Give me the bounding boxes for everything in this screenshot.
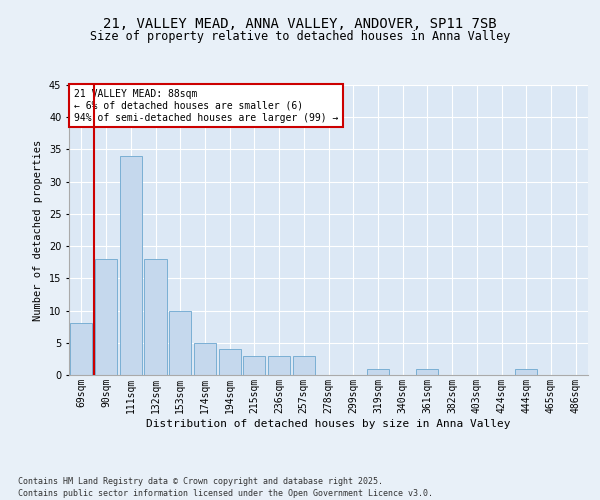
Bar bbox=[367, 368, 389, 375]
X-axis label: Distribution of detached houses by size in Anna Valley: Distribution of detached houses by size … bbox=[146, 418, 511, 428]
Text: 21, VALLEY MEAD, ANNA VALLEY, ANDOVER, SP11 7SB: 21, VALLEY MEAD, ANNA VALLEY, ANDOVER, S… bbox=[103, 18, 497, 32]
Bar bbox=[293, 356, 315, 375]
Bar bbox=[145, 259, 167, 375]
Bar bbox=[194, 343, 216, 375]
Bar bbox=[70, 324, 92, 375]
Y-axis label: Number of detached properties: Number of detached properties bbox=[34, 140, 43, 320]
Text: Contains HM Land Registry data © Crown copyright and database right 2025.
Contai: Contains HM Land Registry data © Crown c… bbox=[18, 476, 433, 498]
Bar bbox=[119, 156, 142, 375]
Bar bbox=[95, 259, 117, 375]
Bar bbox=[218, 349, 241, 375]
Bar bbox=[416, 368, 439, 375]
Bar bbox=[515, 368, 538, 375]
Text: 21 VALLEY MEAD: 88sqm
← 6% of detached houses are smaller (6)
94% of semi-detach: 21 VALLEY MEAD: 88sqm ← 6% of detached h… bbox=[74, 90, 338, 122]
Text: Size of property relative to detached houses in Anna Valley: Size of property relative to detached ho… bbox=[90, 30, 510, 43]
Bar bbox=[243, 356, 265, 375]
Bar bbox=[169, 310, 191, 375]
Bar bbox=[268, 356, 290, 375]
